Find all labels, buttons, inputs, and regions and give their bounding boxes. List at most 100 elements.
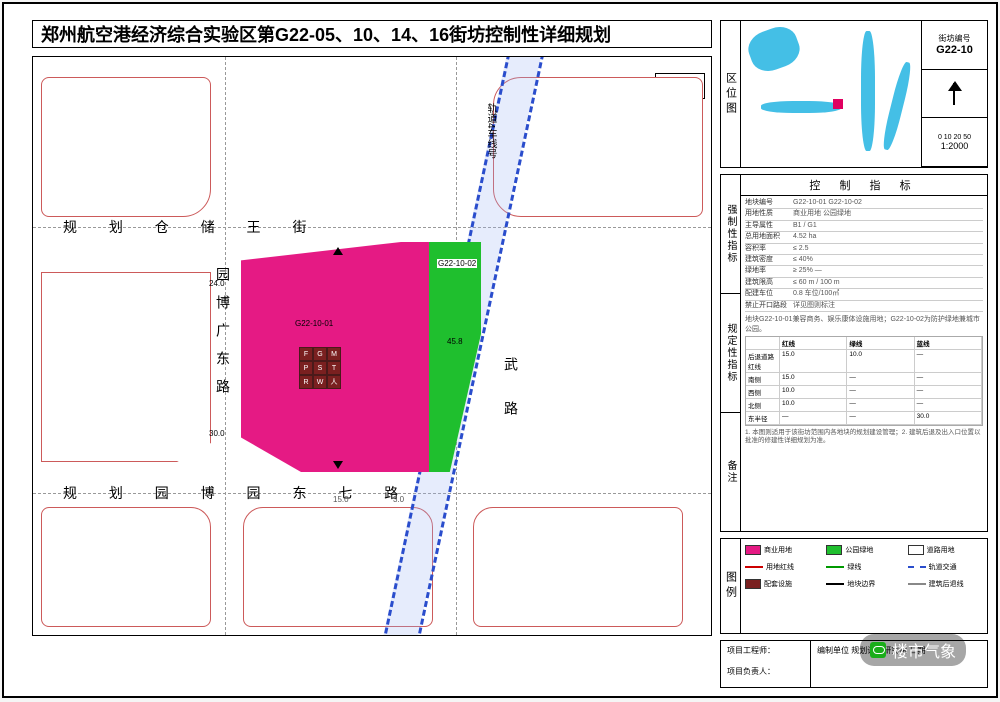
mini-map — [741, 21, 921, 167]
right-column: 区位图 街坊编号 G22-10 0 10 20 50 1:2000 — [720, 20, 988, 688]
td: 北侧 — [746, 399, 780, 412]
facility-icon: R — [299, 375, 313, 389]
facility-icon: W — [313, 375, 327, 389]
td: 10.0 — [847, 350, 914, 373]
block-no: G22-10 — [936, 44, 973, 56]
setback-table: 红线绿线蓝线后退道路红线15.010.0—南侧15.0——西侧10.0——北侧1… — [745, 336, 983, 426]
legend-label: 配套设施 — [764, 579, 792, 589]
location-box: 区位图 街坊编号 G22-10 0 10 20 50 1:2000 — [720, 20, 988, 168]
river-icon — [761, 101, 841, 113]
legend-item: 建筑后退线 — [908, 579, 983, 589]
block-number-cell: 街坊编号 G22-10 — [922, 21, 987, 70]
indicator-val: 详见图则标注 — [793, 302, 983, 310]
legend-item: 用地红线 — [745, 562, 820, 572]
block-outline — [473, 507, 683, 627]
legend-item: 公园绿地 — [826, 545, 901, 555]
indicator-key: 绿地率 — [745, 267, 793, 275]
road-label-left: 园博广东路 — [213, 267, 233, 407]
indicator-val: ≤ 60 m / 100 m — [793, 279, 983, 287]
entrance-marker-icon — [333, 461, 343, 469]
legend-item: 绿线 — [826, 562, 901, 572]
facility-icon: T — [327, 361, 341, 375]
footer-left: 项目工程师： 项目负责人： — [721, 641, 811, 687]
road-label-top: 规 划 仓 储 王 街 — [63, 217, 320, 237]
th: 红线 — [780, 337, 847, 350]
section-label: 强制性指标 — [721, 175, 740, 294]
section-label: 规定性指标 — [721, 294, 740, 413]
watermark: 楼市气象 — [860, 634, 966, 666]
indicator-val: 商业用地 公园绿地 — [793, 210, 983, 218]
td: — — [915, 399, 982, 412]
facility-icon: 人 — [327, 375, 341, 389]
indicator-val: ≤ 40% — [793, 256, 983, 264]
facility-icon: P — [299, 361, 313, 375]
block-outline — [41, 77, 211, 217]
td: 东半径 — [746, 412, 780, 425]
indicator-val: G22-10-01 G22-10-02 — [793, 199, 983, 207]
indicator-val: B1 / G1 — [793, 222, 983, 230]
legend-item: 配套设施 — [745, 579, 820, 589]
td: — — [915, 386, 982, 399]
north-arrow-icon — [946, 85, 964, 103]
legend-label: 地块边界 — [847, 579, 875, 589]
indicator-key: 容积率 — [745, 245, 793, 253]
indicator-val: 4.52 ha — [793, 233, 983, 241]
td: 南侧 — [746, 373, 780, 386]
td: 30.0 — [915, 412, 982, 425]
wechat-icon — [870, 642, 886, 658]
indicator-row: 总用地面积4.52 ha — [745, 232, 983, 243]
indicators-side: 强制性指标 规定性指标 备注 — [721, 175, 741, 531]
td: 15.0 — [780, 350, 847, 373]
td: 后退道路红线 — [746, 350, 780, 373]
legend-item: 道路用地 — [908, 545, 983, 555]
td: 10.0 — [780, 386, 847, 399]
indicator-row: 绿地率≥ 25% — — [745, 266, 983, 277]
indicator-key: 总用地面积 — [745, 233, 793, 241]
indicator-row: 容积率≤ 2.5 — [745, 244, 983, 255]
legend-side-label: 图例 — [721, 539, 741, 633]
indicator-row: 用地性质商业用地 公园绿地 — [745, 209, 983, 220]
td: — — [847, 399, 914, 412]
block-outline — [41, 272, 211, 462]
river-icon — [880, 61, 913, 151]
th: 蓝线 — [915, 337, 982, 350]
legend-label: 商业用地 — [764, 545, 792, 555]
road-label-bot: 规 划 园 博 园 东 七 路 — [63, 483, 412, 503]
facility-icon: F — [299, 347, 313, 361]
setback-s: 30.0 — [209, 429, 225, 438]
indicator-row: 禁止开口路段详见图则标注 — [745, 301, 983, 312]
td: — — [915, 350, 982, 373]
section-label: 备注 — [721, 413, 740, 531]
td: — — [915, 373, 982, 386]
td: — — [847, 412, 914, 425]
legend-label: 道路用地 — [927, 545, 955, 555]
indicator-val: 0.8 车位/100㎡ — [793, 290, 983, 298]
indicator-row: 建筑密度≤ 40% — [745, 255, 983, 266]
green-parcel-code: G22-10-02 — [437, 259, 477, 268]
indicator-row: 配建车位0.8 车位/100㎡ — [745, 289, 983, 300]
legend-label: 公园绿地 — [845, 545, 873, 555]
title-box: 郑州航空港经济综合实验区第G22-05、10、14、16街坊控制性详细规划 — [32, 20, 712, 48]
indicator-row: 建筑限高≤ 60 m / 100 m — [745, 278, 983, 289]
indicator-val: ≥ 25% — — [793, 267, 983, 275]
drawing-sheet: 郑州航空港经济综合实验区第G22-05、10、14、16街坊控制性详细规划 图 … — [2, 2, 998, 698]
th: 绿线 — [847, 337, 914, 350]
indicators-body: 控 制 指 标 地块编号G22-10-01 G22-10-02用地性质商业用地 … — [741, 175, 987, 531]
road-label-right: 武路 — [501, 357, 521, 445]
river-icon — [744, 22, 805, 77]
td: 10.0 — [780, 399, 847, 412]
main-parcel-code: G22-10-01 — [295, 319, 333, 328]
legend-label: 建筑后退线 — [929, 579, 964, 589]
block-no-label: 街坊编号 — [939, 33, 971, 44]
indicator-key: 禁止开口路段 — [745, 302, 793, 310]
legend-label: 绿线 — [847, 562, 861, 572]
indicators-box: 强制性指标 规定性指标 备注 控 制 指 标 地块编号G22-10-01 G22… — [720, 174, 988, 532]
legend-item: 轨道交通 — [908, 562, 983, 572]
scale-cell: 0 10 20 50 1:2000 — [922, 118, 987, 167]
legend-label: 用地红线 — [766, 562, 794, 572]
lead-label: 项目负责人： — [727, 666, 804, 677]
location-marker — [833, 99, 843, 109]
indicator-key: 主导属性 — [745, 222, 793, 230]
indicator-key: 用地性质 — [745, 210, 793, 218]
main-map: 图 则 24.0 30.0 G22-10-02 45.8 G22-10-01 F… — [32, 56, 712, 636]
